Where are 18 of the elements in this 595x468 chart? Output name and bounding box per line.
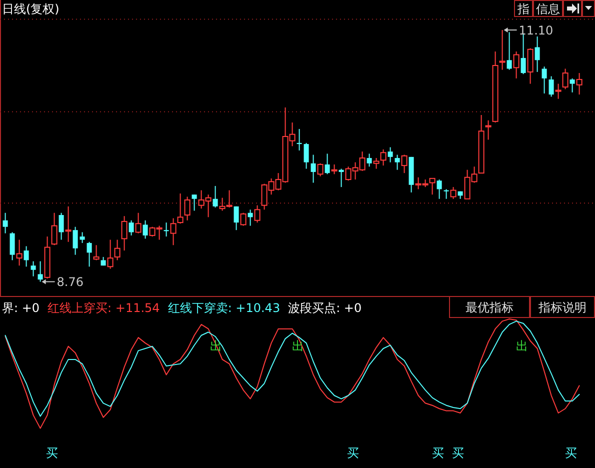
text: 买 xyxy=(452,446,464,460)
text: 买 xyxy=(46,446,58,460)
text: 买 xyxy=(432,446,444,460)
chart-title: 日线(复权) xyxy=(2,2,60,16)
text: 界: +0 xyxy=(2,301,40,315)
text: 买 xyxy=(565,446,577,460)
text: 红线上穿买: +11.54 xyxy=(48,301,160,315)
button: 最优指标 xyxy=(449,296,530,318)
annotation: 出 xyxy=(516,339,528,353)
text: 波段买点: +0 xyxy=(288,301,362,315)
button: 指标说明 xyxy=(530,296,595,318)
annotation: 8.76 xyxy=(56,275,84,290)
button: 信息 xyxy=(533,0,563,17)
button: 指 xyxy=(514,0,533,17)
annotation: 11.10 xyxy=(518,24,554,38)
series-label: 红线下穿卖: +10.43 xyxy=(168,301,280,315)
text: 买 xyxy=(347,446,359,460)
annotation: 出 xyxy=(292,339,304,353)
